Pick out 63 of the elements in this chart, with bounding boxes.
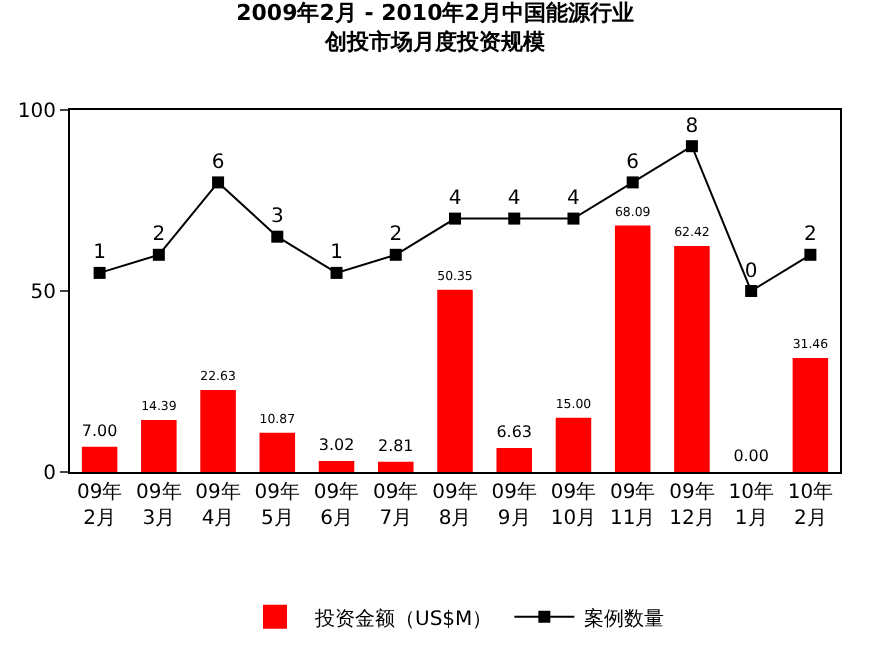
x-tick-label: 09年 3月 [136,480,182,530]
legend-label: 案例数量 [584,606,665,631]
data-label: 8 [685,115,699,138]
point [685,140,698,153]
bar [141,419,177,472]
data-label: 2 [152,224,166,247]
point [212,176,225,189]
bar [555,417,592,472]
point [93,266,106,279]
point [745,285,758,297]
point [508,212,521,225]
data-label: 7.00 [81,421,118,440]
data-label: 0.00 [733,447,769,466]
bar [496,448,532,472]
bar [792,358,829,472]
data-label: 2 [804,224,817,247]
bar [437,289,473,472]
point [449,212,461,225]
legend-label: 投资金额（US$M） [313,606,493,631]
data-label: 4 [567,188,580,211]
bar [614,225,651,472]
data-label: 2 [389,224,403,247]
data-label: 4 [507,188,521,211]
point [330,266,343,279]
point [567,212,580,225]
data-label: 6.63 [496,423,532,442]
x-tick-label: 09年 6月 [313,480,360,530]
x-tick-label: 10年 1月 [728,480,774,530]
point [152,248,165,261]
data-label: 1 [330,242,343,265]
data-label: 3 [270,206,284,229]
data-label: 4 [448,188,462,211]
x-tick-label: 09年 10月 [550,480,597,530]
data-label: 2.81 [378,437,414,456]
x-tick-label: 09年 2月 [76,480,123,530]
x-tick-label: 09年 5月 [254,480,301,530]
bar [674,246,710,472]
bar [200,390,236,472]
x-tick-label: 09年 12月 [669,480,715,530]
x-tick-label: 09年 4月 [195,480,241,530]
bar [378,461,414,472]
point [804,248,817,261]
y-tick-label: 50 [30,282,56,304]
point [271,230,284,243]
y-tick-label: 0 [43,463,56,485]
chart-title: 2009年2月 - 2010年2月中国能源行业 [236,0,634,27]
x-tick-label: 09年 9月 [491,480,537,530]
point [626,176,639,189]
x-tick-label: 09年 8月 [432,480,478,530]
data-label: 1 [93,242,106,265]
bar [81,446,118,472]
point [389,248,402,261]
chart-subtitle: 创投市场月度投资规模 [323,28,547,55]
x-tick-label: 10年 2月 [787,480,834,530]
bar [259,432,296,472]
data-label: 0 [744,260,758,283]
data-label: 6 [626,151,640,174]
data-label: 3.02 [318,436,355,455]
data-label: 6 [211,151,225,174]
bar [318,461,355,472]
x-tick-label: 09年 7月 [373,480,419,530]
x-tick-label: 09年 11月 [609,480,656,530]
y-tick-label: 100 [17,101,56,123]
